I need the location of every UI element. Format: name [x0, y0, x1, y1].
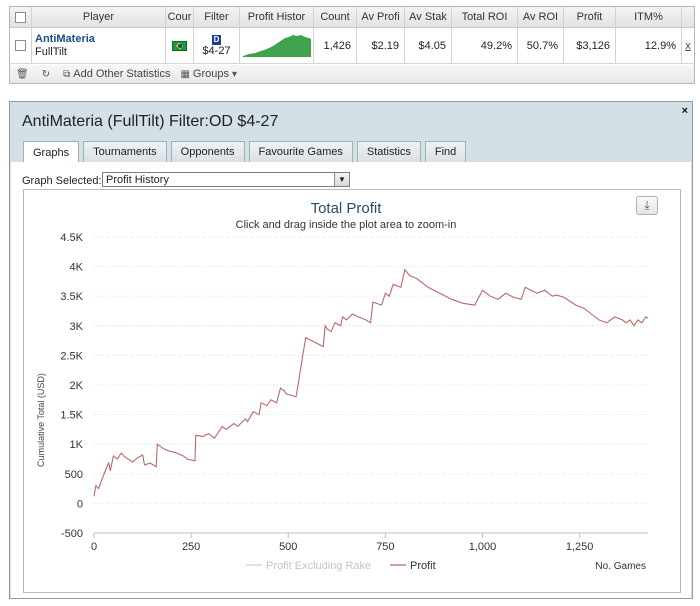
- x-tick-label: 1,000: [469, 541, 497, 553]
- chart-subtitle: Click and drag inside the plot area to z…: [236, 219, 457, 231]
- close-panel-icon[interactable]: ×: [681, 105, 688, 117]
- y-tick-label: 4K: [70, 262, 84, 274]
- x-tick-label: 500: [279, 541, 297, 553]
- header-profit[interactable]: Profit: [564, 7, 616, 27]
- row-checkbox-cell[interactable]: [10, 28, 32, 63]
- refresh-button[interactable]: ↻: [42, 69, 53, 80]
- profit-chart-svg[interactable]: Total Profit Click and drag inside the p…: [24, 190, 680, 592]
- av-profit-value: $2.19: [357, 28, 405, 63]
- player-name-link[interactable]: AntiMateria: [35, 32, 95, 45]
- profit-history-cell[interactable]: [240, 28, 314, 63]
- refresh-icon: ↻: [41, 68, 51, 80]
- profit-series-line: [93, 268, 649, 497]
- tab-tournaments[interactable]: Tournaments: [83, 141, 167, 162]
- x-axis-label: No. Games: [595, 561, 646, 572]
- header-filter[interactable]: Filter: [194, 7, 240, 27]
- x-tick-label: 1,250: [566, 541, 594, 553]
- groups-label: Groups: [192, 68, 229, 80]
- graph-select-value: Profit History: [106, 173, 169, 186]
- y-tick-label: 4.5K: [60, 232, 83, 244]
- table-row[interactable]: AntiMateria FullTilt D $4-27 1,426 $2.19…: [10, 28, 694, 64]
- add-statistics-button[interactable]: ⧉ Add Other Statistics: [63, 68, 170, 80]
- tab-opponents[interactable]: Opponents: [170, 141, 245, 162]
- av-roi-value: 50.7%: [518, 28, 564, 63]
- filter-cell: D $4-27: [194, 28, 240, 63]
- player-report-panel: × AntiMateria (FullTilt) Filter:OD $4-27…: [9, 101, 693, 599]
- graph-selected-label: Graph Selected:: [22, 175, 102, 187]
- profit-value: $3,126: [564, 28, 616, 63]
- select-all-checkbox-cell[interactable]: [10, 7, 32, 27]
- chart-title: Total Profit: [311, 200, 383, 217]
- header-itm[interactable]: ITM%: [616, 7, 682, 27]
- trash-icon: 🗑: [16, 68, 29, 80]
- y-tick-label: 3.5K: [60, 291, 83, 303]
- tab-find[interactable]: Find: [424, 141, 467, 162]
- profit-chart[interactable]: ⤓ Total Profit Click and drag inside the…: [23, 189, 681, 593]
- report-tabs: Graphs Tournaments Opponents Favourite G…: [23, 141, 470, 163]
- y-tick-label: 1.5K: [60, 410, 83, 422]
- y-tick-label: 3K: [70, 321, 84, 333]
- country-cell: [166, 28, 194, 63]
- header-av-roi[interactable]: Av ROI: [518, 7, 564, 27]
- av-stake-value: $4.05: [405, 28, 452, 63]
- y-tick-label: 2.5K: [60, 350, 83, 362]
- panel-title: AntiMateria (FullTilt) Filter:OD $4-27: [22, 113, 279, 130]
- chevron-down-icon: ▾: [231, 68, 238, 80]
- x-tick-label: 250: [182, 541, 200, 553]
- groups-button[interactable]: ▦ Groups ▾: [180, 68, 240, 80]
- y-axis-ticks: -500 0 500 1K 1.5K 2K 2.5K 3K 3.5K 4K 4.5K: [60, 232, 83, 540]
- header-country[interactable]: Cour: [166, 7, 194, 27]
- graphs-tab-content: Graph Selected: Profit History ▼ ⤓ Total…: [11, 162, 691, 598]
- grid-toolbar: 🗑 ↻ ⧉ Add Other Statistics ▦ Groups ▾: [10, 65, 694, 83]
- chart-gridlines: [94, 236, 648, 534]
- y-tick-label: 500: [65, 469, 83, 481]
- header-av-profit[interactable]: Av Profi: [357, 7, 405, 27]
- chart-legend[interactable]: Profit Excluding Rake Profit: [246, 560, 436, 572]
- itm-value: 12.9%: [616, 28, 682, 63]
- legend-item-excl-rake[interactable]: Profit Excluding Rake: [266, 560, 371, 572]
- grid-header: Player Cour Filter Profit Histor Count A…: [10, 7, 694, 28]
- dropdown-arrow-icon[interactable]: ▼: [334, 173, 349, 186]
- tab-favourite-games[interactable]: Favourite Games: [248, 141, 353, 162]
- player-site: FullTilt: [35, 45, 67, 58]
- y-tick-label: 0: [77, 498, 83, 510]
- y-tick-label: 1K: [70, 439, 84, 451]
- select-all-checkbox[interactable]: [15, 11, 26, 23]
- graph-select-dropdown[interactable]: Profit History ▼: [102, 172, 350, 187]
- add-statistics-label: Add Other Statistics: [73, 68, 171, 80]
- header-total-roi[interactable]: Total ROI: [452, 7, 518, 27]
- delete-button[interactable]: 🗑: [16, 69, 32, 80]
- remove-row-cell[interactable]: x: [682, 28, 694, 63]
- y-axis-label: Cumulative Total (USD): [36, 373, 46, 467]
- profit-sparkline: [242, 34, 311, 57]
- add-columns-icon: ⧉: [63, 68, 71, 80]
- legend-item-profit[interactable]: Profit: [410, 560, 436, 572]
- count-value: 1,426: [314, 28, 357, 63]
- y-tick-label: -500: [61, 528, 83, 540]
- x-tick-label: 0: [91, 541, 97, 553]
- remove-row-icon[interactable]: x: [685, 39, 691, 52]
- header-spacer: [682, 7, 694, 27]
- tab-statistics[interactable]: Statistics: [356, 141, 421, 162]
- header-count[interactable]: Count: [314, 7, 357, 27]
- download-icon: ⤓: [644, 198, 650, 212]
- tab-graphs[interactable]: Graphs: [23, 141, 80, 163]
- stats-grid: Player Cour Filter Profit Histor Count A…: [9, 6, 695, 84]
- header-av-stake[interactable]: Av Stak: [405, 7, 452, 27]
- x-axis-ticks: 0 250 500 750 1,000 1,250: [91, 532, 648, 553]
- filter-d-icon[interactable]: D: [212, 34, 221, 45]
- download-chart-button[interactable]: ⤓: [636, 196, 658, 215]
- y-tick-label: 2K: [70, 380, 84, 392]
- row-checkbox[interactable]: [15, 40, 26, 51]
- groups-icon: ▦: [180, 68, 190, 80]
- header-player[interactable]: Player: [32, 7, 166, 27]
- header-profit-history[interactable]: Profit Histor: [240, 7, 314, 27]
- total-roi-value: 49.2%: [452, 28, 518, 63]
- brazil-flag-icon: [172, 40, 187, 51]
- filter-text: $4-27: [202, 44, 231, 57]
- x-tick-label: 750: [376, 541, 394, 553]
- player-cell: AntiMateria FullTilt: [32, 28, 166, 63]
